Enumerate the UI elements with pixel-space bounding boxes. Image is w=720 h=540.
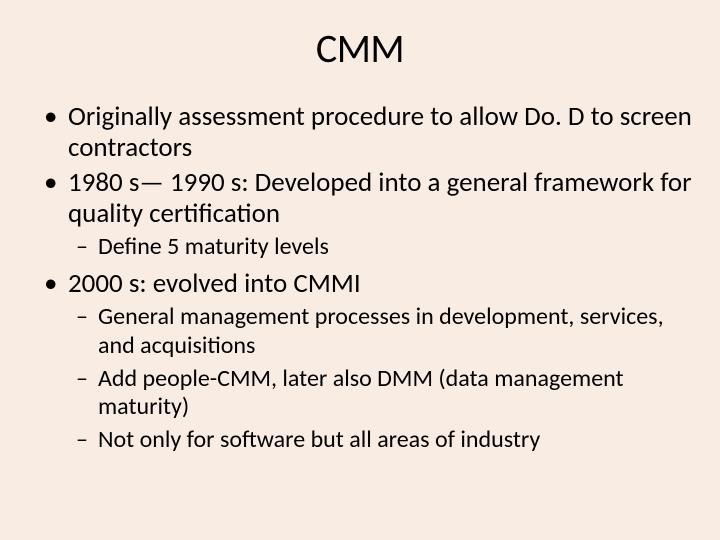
sub-bullet-item: General management processes in developm… (98, 303, 702, 361)
sub-bullet-item: Not only for software but all areas of i… (98, 426, 702, 455)
bullet-item: 1980 s— 1990 s: Developed into a general… (68, 167, 702, 262)
sub-bullet-list: Define 5 maturity levels (68, 233, 702, 262)
sub-bullet-list: General management processes in developm… (68, 303, 702, 455)
sub-bullet-item: Define 5 maturity levels (98, 233, 702, 262)
bullet-item: 2000 s: evolved into CMMI General manage… (68, 268, 702, 455)
slide-title: CMM (18, 24, 702, 73)
sub-bullet-item: Add people-CMM, later also DMM (data man… (98, 365, 702, 423)
sub-bullet-text: Define 5 maturity levels (98, 232, 329, 261)
sub-bullet-text: Add people-CMM, later also DMM (data man… (98, 364, 624, 422)
bullet-text: 2000 s: evolved into CMMI (68, 267, 361, 300)
bullet-text: Originally assessment procedure to allow… (68, 100, 692, 164)
sub-bullet-text: General management processes in developm… (98, 302, 664, 360)
bullet-item: Originally assessment procedure to allow… (68, 101, 702, 163)
sub-bullet-text: Not only for software but all areas of i… (98, 425, 540, 454)
bullet-list: Originally assessment procedure to allow… (18, 101, 702, 455)
bullet-text: 1980 s— 1990 s: Developed into a general… (68, 166, 692, 230)
